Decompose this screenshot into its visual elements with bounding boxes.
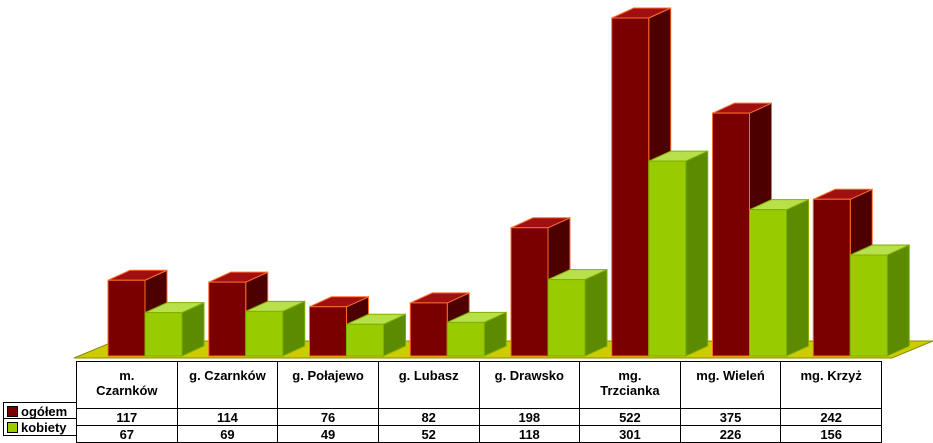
category-label: mg. Krzyż <box>780 361 882 409</box>
legend: ogółem kobiety <box>3 402 77 436</box>
category-label: g. Czarnków <box>176 361 279 409</box>
legend-swatch-ogolem <box>7 406 18 417</box>
table-row-ogolem: 117 114 76 82 198 522 375 242 <box>76 408 882 426</box>
table-cell: 226 <box>679 425 782 443</box>
bar-kobiety-4 <box>547 268 608 357</box>
bar-side <box>786 198 809 357</box>
category-label: mg. Trzcianka <box>579 361 681 409</box>
bar-kobiety-3 <box>446 311 507 357</box>
bar-side <box>584 268 608 357</box>
chart-area <box>73 7 933 359</box>
bar-front <box>446 321 485 357</box>
table-cell: 82 <box>377 408 480 426</box>
bar-front <box>510 227 549 357</box>
legend-label-kobiety: kobiety <box>21 420 67 435</box>
category-label: g. Połajewo <box>277 361 379 409</box>
table-cell: 242 <box>780 408 882 426</box>
table-cell: 118 <box>478 425 581 443</box>
bar-kobiety-5 <box>648 150 709 357</box>
table-cell: 114 <box>176 408 279 426</box>
category-label: mg. Wieleń <box>679 361 782 409</box>
table-cell: 67 <box>76 425 178 443</box>
data-table: m. Czarnków g. Czarnków g. Połajewo g. L… <box>76 361 882 443</box>
bar-front <box>107 279 146 357</box>
bar-front <box>749 209 787 357</box>
legend-item-kobiety: kobiety <box>3 419 77 436</box>
bar-front <box>144 312 183 357</box>
bar-front <box>309 306 347 357</box>
bar-front <box>208 281 247 357</box>
table-cell: 52 <box>377 425 480 443</box>
bar-front <box>409 302 448 357</box>
table-cell: 301 <box>579 425 681 443</box>
legend-item-ogolem: ogółem <box>3 402 77 419</box>
table-row-kobiety: 67 69 49 52 118 301 226 156 <box>76 425 882 443</box>
legend-swatch-kobiety <box>7 422 18 433</box>
bar-front <box>346 323 384 357</box>
category-label: g. Drawsko <box>478 361 581 409</box>
table-cell: 522 <box>579 408 681 426</box>
bar-front <box>812 198 851 357</box>
table-header-row: m. Czarnków g. Czarnków g. Połajewo g. L… <box>76 361 882 409</box>
table-cell: 69 <box>176 425 279 443</box>
table-cell: 375 <box>679 408 782 426</box>
bar-side <box>685 150 709 357</box>
table-cell: 156 <box>780 425 882 443</box>
table-cell: 198 <box>478 408 581 426</box>
bar-front <box>648 160 687 357</box>
bar-front <box>547 279 586 357</box>
bar-kobiety-0 <box>144 301 205 357</box>
category-label: m. Czarnków <box>76 361 178 409</box>
bar-front <box>611 17 650 357</box>
bar-kobiety-6 <box>749 198 809 357</box>
legend-label-ogolem: ogółem <box>21 404 68 419</box>
bar-front <box>245 310 284 357</box>
bars-group <box>107 7 910 357</box>
category-label: g. Lubasz <box>377 361 480 409</box>
bar-front <box>849 254 888 357</box>
bar-kobiety-7 <box>849 244 910 357</box>
table-cell: 49 <box>277 425 379 443</box>
bar-kobiety-1 <box>245 300 306 357</box>
bar-kobiety-2 <box>346 313 406 357</box>
bar-side <box>886 244 910 357</box>
bar-front <box>712 112 750 357</box>
table-cell: 117 <box>76 408 178 426</box>
table-cell: 76 <box>277 408 379 426</box>
